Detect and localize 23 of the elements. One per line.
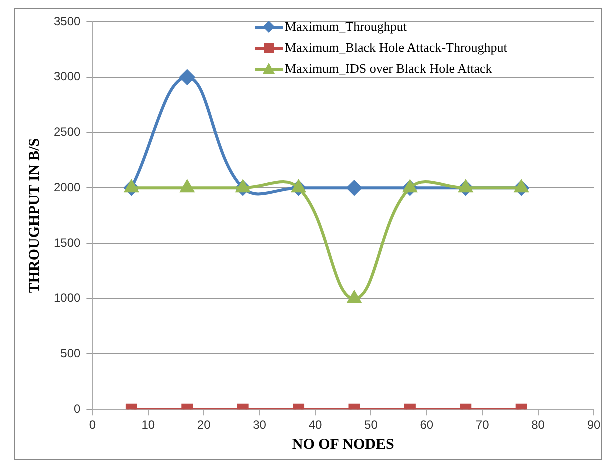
- x-tick-label: 40: [308, 418, 322, 432]
- legend-label: Maximum_Black Hole Attack-Throughput: [285, 40, 508, 56]
- y-tick-label: 2000: [54, 180, 82, 194]
- x-axis-title: NO OF NODES: [292, 436, 394, 453]
- y-tick-label: 3000: [54, 70, 82, 84]
- y-tick-label: 2500: [54, 125, 82, 140]
- legend-label: Maximum_Throughput: [285, 18, 408, 34]
- y-tick-label: 3500: [54, 14, 82, 28]
- x-tick-label: 90: [587, 418, 601, 432]
- y-tick-label: 1000: [54, 291, 82, 306]
- y-tick-label: 1500: [54, 236, 82, 250]
- x-tick-label: 0: [89, 418, 96, 432]
- x-tick-label: 20: [197, 418, 212, 432]
- x-tick-label: 50: [364, 418, 378, 432]
- y-tick-label: 500: [60, 346, 82, 361]
- legend-label: Maximum_IDS over Black Hole Attack: [285, 60, 492, 76]
- y-axis-title: THROUGHPUT IN B/S: [26, 138, 43, 294]
- x-tick-label: 30: [253, 418, 267, 432]
- x-tick-label: 80: [532, 418, 546, 432]
- x-tick-label: 10: [142, 418, 156, 432]
- x-tick-label: 60: [420, 418, 434, 432]
- y-tick-label: 0: [74, 402, 82, 416]
- x-tick-label: 70: [476, 418, 490, 432]
